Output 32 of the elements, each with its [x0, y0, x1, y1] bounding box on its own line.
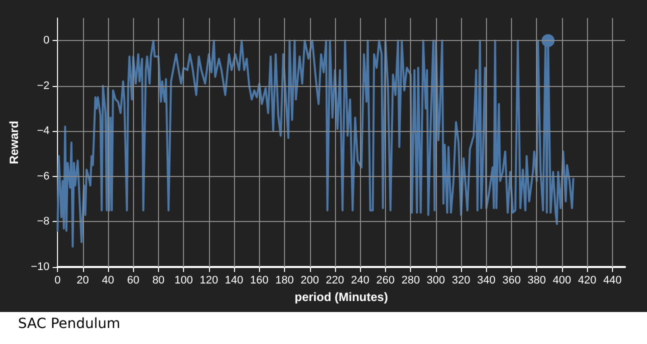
x-tick-label: 80 — [152, 274, 165, 286]
text: SAC Pendulum — [18, 316, 122, 332]
x-tick-label: 140 — [224, 274, 244, 286]
y-tick-label: −10 — [30, 261, 50, 273]
x-tick-label: 60 — [127, 274, 140, 286]
x-tick-label: 420 — [578, 274, 596, 286]
x-tick-label: 180 — [275, 274, 294, 286]
x-tick-label: 40 — [102, 274, 114, 286]
x-tick-label: 300 — [426, 274, 446, 286]
x-tick-label: 380 — [528, 274, 546, 286]
x-tick-label: 400 — [552, 274, 572, 286]
x-tick-label: 260 — [376, 274, 395, 286]
y-axis-title: Reward — [7, 120, 21, 164]
x-tick-label: 20 — [76, 274, 89, 286]
y-tick-label: −4 — [37, 125, 50, 138]
x-tick-label: 120 — [200, 274, 218, 286]
x-tick-label: 320 — [452, 274, 470, 286]
x-tick-label: 100 — [174, 274, 193, 286]
x-tick-label: 200 — [300, 274, 319, 286]
y-tick-label: 0 — [43, 34, 50, 47]
x-tick-label: 220 — [326, 274, 344, 286]
y-tick-label: −2 — [37, 80, 50, 92]
x-tick-label: 360 — [502, 274, 521, 286]
y-tick-label: −8 — [37, 216, 50, 228]
x-tick-label: 340 — [477, 274, 496, 286]
x-tick-label: 240 — [351, 274, 370, 286]
x-tick-label: 280 — [401, 274, 420, 286]
x-axis-title: period (Minutes) — [294, 290, 388, 304]
x-tick-label: 0 — [54, 274, 61, 286]
x-tick-label: 160 — [250, 274, 268, 286]
y-tick-label: −6 — [37, 170, 50, 182]
x-tick-label: 440 — [603, 274, 622, 286]
